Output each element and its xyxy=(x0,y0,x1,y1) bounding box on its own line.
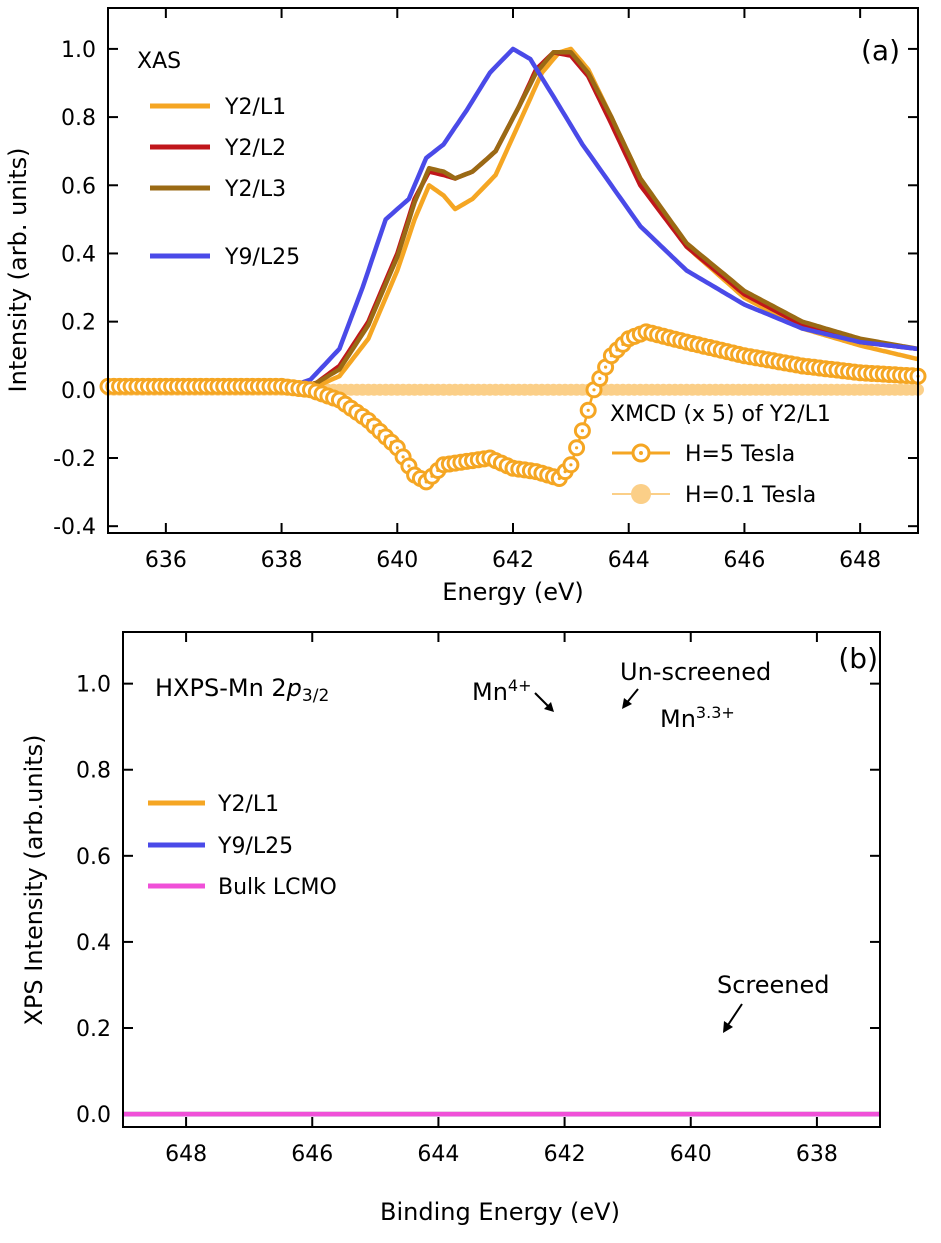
panel-a-legend-xas: XAS Y2/L1 Y2/L2 Y2/L3 Y9/L25 xyxy=(137,49,300,270)
y-tick-label: 1.0 xyxy=(76,673,111,698)
legend-label-b-bulk: Bulk LCMO xyxy=(218,875,337,900)
panel-a-y-axis: -0.4 -0.2 0.0 0.2 0.4 0.6 0.8 1.0 xyxy=(53,38,918,540)
legend-label-y2l3: Y2/L3 xyxy=(224,177,286,202)
panel-b-chart: 648 646 644 642 640 638 0.0 0.2 0.4 0.6 0.8 1.0 (b… xyxy=(20,631,881,1226)
x-tick-label: 648 xyxy=(165,1142,207,1167)
y-tick-label: 0.4 xyxy=(61,242,96,267)
legend-title-xmcd: XMCD (x 5) of Y2/L1 xyxy=(610,402,831,427)
y-tick-label: 0.0 xyxy=(61,379,96,404)
marker-dot xyxy=(569,463,573,467)
annotation-screened: Screened xyxy=(717,971,830,999)
x-tick-label: 648 xyxy=(839,548,881,573)
legend-label-b-y2l1: Y2/L1 xyxy=(217,792,279,817)
x-tick-label: 640 xyxy=(376,548,418,573)
arrow-mn4-head xyxy=(544,702,554,712)
legend-label-5tesla: H=5 Tesla xyxy=(685,442,795,467)
y-tick-label: 0.6 xyxy=(76,845,111,870)
marker-dot xyxy=(575,446,579,450)
panel-a-label: (a) xyxy=(861,34,900,67)
panel-b-title: HXPS-Mn 2p3/2 xyxy=(155,674,329,706)
arrow-screened xyxy=(725,1003,743,1029)
panel-a-ylabel: Intensity (arb. units) xyxy=(4,148,32,393)
y-tick-label: 0.8 xyxy=(61,106,96,131)
legend-label-y9l25: Y9/L25 xyxy=(224,245,300,270)
y-tick-label: 0.0 xyxy=(76,1103,111,1128)
panel-a-marks xyxy=(99,46,927,491)
y-tick-label: 1.0 xyxy=(61,38,96,63)
marker-dot xyxy=(401,455,405,459)
panel-a-x-axis: 636 638 640 642 644 646 648 xyxy=(145,8,881,573)
marker-dot xyxy=(407,464,411,468)
marker-dot xyxy=(580,429,585,433)
arrow-screened-head xyxy=(723,1021,733,1033)
panel-b-label: (b) xyxy=(838,642,878,675)
legend-title-xas: XAS xyxy=(137,49,181,74)
legend-label-b-y9l25: Y9/L25 xyxy=(217,834,293,859)
panel-a-xlabel: Energy (eV) xyxy=(442,578,584,606)
panel-b-legend: Y2/L1 Y9/L25 Bulk LCMO xyxy=(148,792,337,900)
x-tick-label: 642 xyxy=(492,548,534,573)
legend-marker-01tesla xyxy=(631,484,651,504)
x-tick-label: 642 xyxy=(544,1142,586,1167)
marker-dot xyxy=(592,388,596,392)
y-tick-label: 0.6 xyxy=(61,174,96,199)
annotation-unscreened: Un-screened xyxy=(620,658,771,686)
marker-dot xyxy=(604,365,608,369)
legend-label-y2l1: Y2/L1 xyxy=(224,95,286,120)
x-tick-label: 644 xyxy=(608,548,650,573)
y-tick-label: -0.4 xyxy=(53,515,96,540)
panel-b-x-axis: 648 646 644 642 640 638 xyxy=(165,632,838,1167)
arrow-unscreened-head xyxy=(622,698,632,709)
panel-a-frame xyxy=(107,7,919,534)
panel-b-frame xyxy=(122,631,881,1128)
x-tick-label: 646 xyxy=(723,548,765,573)
panel-a-chart: 636 638 640 642 644 646 648 -0.4 -0.2 0.0 0.2 0.4 0… xyxy=(4,7,927,606)
x-tick-label: 644 xyxy=(417,1142,459,1167)
panel-a-legend-xmcd: XMCD (x 5) of Y2/L1 H=5 Tesla H=0.1 Tesl… xyxy=(610,402,831,508)
panel-b-annotations: Mn4+ Un-screened Mn3.3+ Screened xyxy=(472,658,830,1033)
x-tick-label: 636 xyxy=(145,548,187,573)
x-tick-label: 640 xyxy=(670,1142,712,1167)
legend-marker-5tesla-dot xyxy=(639,451,643,455)
panel-b-xlabel: Binding Energy (eV) xyxy=(380,1198,620,1226)
legend-label-01tesla: H=0.1 Tesla xyxy=(685,483,816,508)
y-tick-label: 0.8 xyxy=(76,759,111,784)
panel-b-y-axis: 0.0 0.2 0.4 0.6 0.8 1.0 xyxy=(76,673,880,1128)
x-tick-label: 638 xyxy=(261,548,303,573)
marker-dot xyxy=(395,446,399,450)
x-tick-label: 646 xyxy=(291,1142,333,1167)
y-tick-label: 0.2 xyxy=(76,1017,111,1042)
y-tick-label: 0.2 xyxy=(61,311,96,336)
marker-dot xyxy=(586,408,590,412)
panel-b-ylabel: XPS Intensity (arb.units) xyxy=(20,734,48,1025)
marker-dot xyxy=(598,376,602,381)
annotation-mn33: Mn3.3+ xyxy=(660,703,735,733)
annotation-mn4: Mn4+ xyxy=(472,676,532,706)
y-tick-label: 0.4 xyxy=(76,931,111,956)
series-markers-h-5-tesla xyxy=(99,323,927,491)
y-tick-label: -0.2 xyxy=(53,447,96,472)
legend-label-y2l2: Y2/L2 xyxy=(224,136,286,161)
x-tick-label: 638 xyxy=(796,1142,838,1167)
